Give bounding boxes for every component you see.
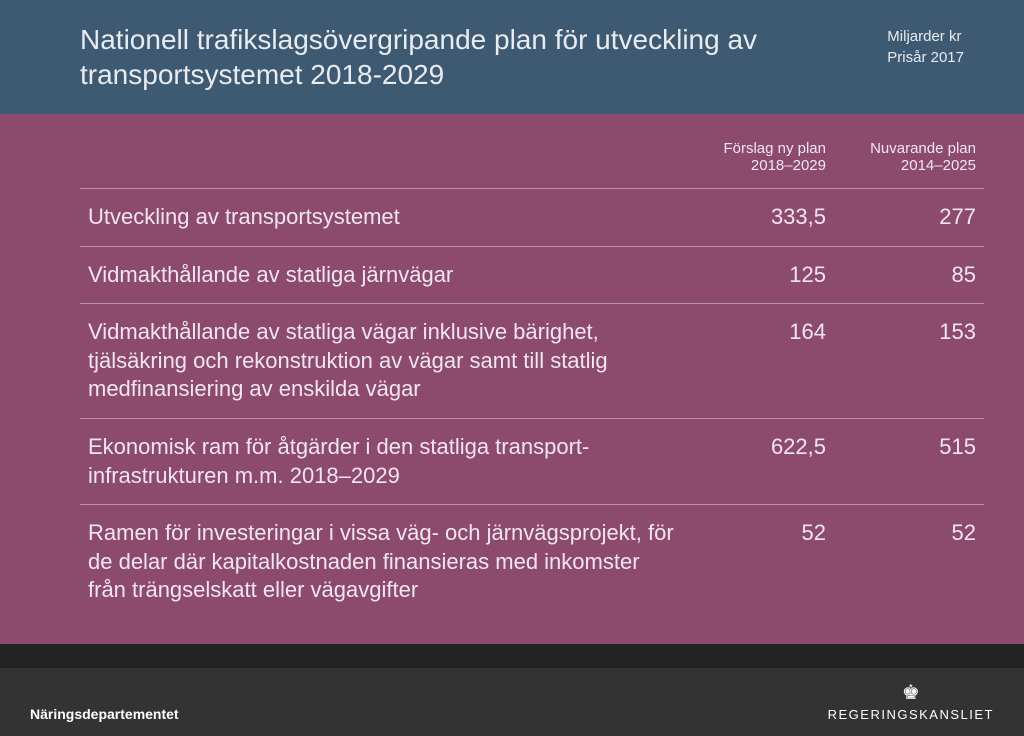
col-header-new-plan-line2: 2018–2029 [692,157,826,174]
col-header-current-plan-line2: 2014–2025 [842,157,976,174]
table-row: Utveckling av transportsystemet333,5277 [80,189,984,247]
table-row: Ramen för investeringar i vissa väg- och… [80,505,984,619]
meta-unit: Miljarder kr [887,26,964,47]
row-value-current-plan: 277 [834,189,984,247]
header-meta: Miljarder kr Prisår 2017 [887,22,964,68]
col-header-new-plan-line1: Förslag ny plan [692,140,826,157]
row-label: Vidmakthållande av statliga vägar inklus… [80,304,684,419]
slide: Nationell trafikslagsövergripande plan f… [0,0,1024,736]
col-header-current-plan: Nuvarande plan 2014–2025 [834,134,984,189]
row-value-new-plan: 52 [684,505,834,619]
row-value-new-plan: 622,5 [684,418,834,504]
col-header-current-plan-line1: Nuvarande plan [842,140,976,157]
col-header-empty [80,134,684,189]
row-label: Vidmakthållande av statliga järnvägar [80,246,684,304]
row-value-new-plan: 125 [684,246,834,304]
meta-year: Prisår 2017 [887,47,964,68]
department-label: Näringsdepartementet [30,706,179,722]
row-value-new-plan: 333,5 [684,189,834,247]
table-row: Vidmakthållande av statliga järnvägar125… [80,246,984,304]
gov-logo: ♚ REGERINGSKANSLIET [828,683,994,722]
body: Förslag ny plan 2018–2029 Nuvarande plan… [0,114,1024,644]
logo-text: REGERINGSKANSLIET [828,707,994,722]
row-label: Ekonomisk ram för åtgärder i den statlig… [80,418,684,504]
row-value-current-plan: 52 [834,505,984,619]
col-header-new-plan: Förslag ny plan 2018–2029 [684,134,834,189]
plan-table: Förslag ny plan 2018–2029 Nuvarande plan… [80,134,984,619]
row-value-current-plan: 153 [834,304,984,419]
row-label: Ramen för investeringar i vissa väg- och… [80,505,684,619]
table-row: Ekonomisk ram för åtgärder i den statlig… [80,418,984,504]
row-label: Utveckling av transportsystemet [80,189,684,247]
row-value-current-plan: 85 [834,246,984,304]
row-value-current-plan: 515 [834,418,984,504]
header: Nationell trafikslagsövergripande plan f… [0,0,1024,114]
crown-icon: ♚ [902,683,920,703]
row-value-new-plan: 164 [684,304,834,419]
footer: Näringsdepartementet ♚ REGERINGSKANSLIET [0,644,1024,736]
slide-title: Nationell trafikslagsövergripande plan f… [80,22,780,92]
table-row: Vidmakthållande av statliga vägar inklus… [80,304,984,419]
